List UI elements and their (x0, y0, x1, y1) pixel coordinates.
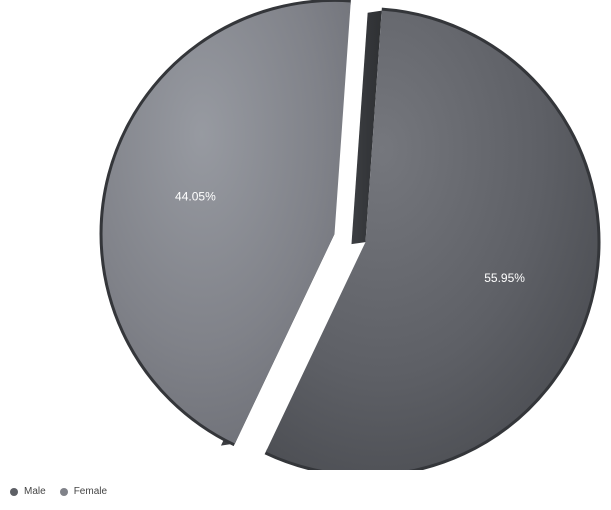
legend-item-male[interactable]: Male (10, 486, 46, 497)
legend-swatch-female (59, 487, 68, 496)
slice-label-female: 44.05% (175, 190, 216, 204)
pie-slice-male[interactable] (265, 10, 598, 470)
pie-slice-female[interactable] (102, 1, 351, 444)
legend-label-male: Male (24, 486, 46, 497)
slice-label-male: 55.95% (484, 271, 525, 285)
pie-slice-side-male (351, 10, 382, 245)
legend: Male Female (10, 486, 107, 497)
pie-chart: 55.95% 44.05% (99, 0, 601, 470)
legend-label-female: Female (73, 486, 108, 497)
legend-item-female[interactable]: Female (59, 486, 108, 497)
legend-swatch-male (10, 487, 18, 496)
